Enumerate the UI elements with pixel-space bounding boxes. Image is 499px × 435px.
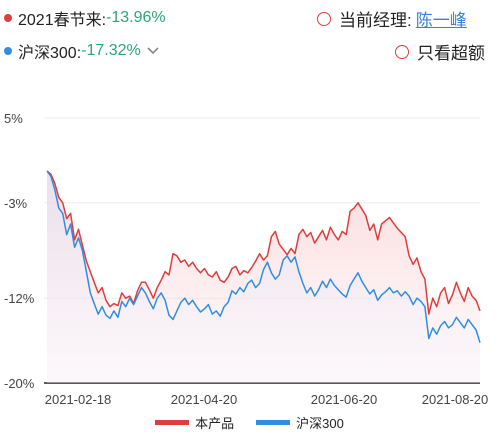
since-spring-label: 2021春节来: [18, 12, 107, 29]
chart-legend: 本产品 沪深300 [0, 413, 499, 432]
excess-only-row[interactable]: 只看超额 [395, 39, 485, 64]
legend-label-product: 本产品 [195, 416, 235, 431]
x-tick-label: 2021-02-18 [45, 392, 112, 407]
manager-radio-icon[interactable] [317, 11, 331, 26]
x-tick-label: 2021-08-20 [422, 392, 489, 407]
since-spring-value: -13.96% [106, 9, 166, 26]
index-value: -17.32% [81, 42, 141, 59]
y-tick-label: 5% [4, 111, 23, 126]
current-manager-label: 当前经理: [339, 11, 412, 30]
index-line [46, 170, 481, 343]
chevron-down-icon[interactable] [147, 44, 159, 58]
excess-only-label: 只看超额 [417, 44, 485, 63]
legend-swatch-product [155, 420, 190, 425]
legend-label-index: 沪深300 [296, 416, 344, 431]
x-tick-label: 2021-06-20 [311, 392, 378, 407]
product-dot-icon [4, 14, 12, 22]
y-tick-label: -3% [4, 196, 28, 211]
legend-swatch-index [256, 420, 291, 425]
index-label: 沪深300: [18, 45, 82, 62]
index-line-area [47, 171, 480, 383]
index-row[interactable]: 沪深300: -17.32% [4, 39, 159, 63]
y-tick-label: -12% [4, 291, 35, 306]
y-tick-label: -20% [4, 376, 35, 391]
legend-item-product[interactable]: 本产品 [155, 413, 234, 432]
excess-radio-icon[interactable] [395, 44, 409, 59]
x-tick-label: 2021-04-20 [171, 392, 238, 407]
since-spring-row: 2021春节来: -13.96% [4, 6, 166, 30]
index-dot-icon [4, 47, 12, 55]
legend-item-index[interactable]: 沪深300 [256, 413, 344, 432]
product-line [46, 170, 481, 315]
manager-name-link[interactable]: 陈一峰 [415, 11, 467, 30]
current-manager-row: 当前经理: 陈一峰 [317, 6, 467, 31]
